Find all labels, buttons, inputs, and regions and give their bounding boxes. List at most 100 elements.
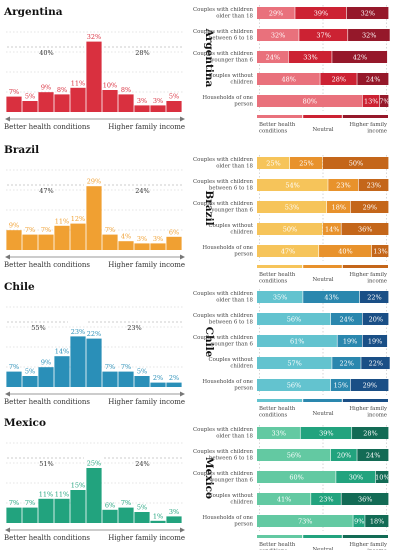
stacked-segment xyxy=(330,313,362,325)
segment-value-label: 32% xyxy=(362,32,376,40)
stacked-segment xyxy=(257,335,337,347)
segment-value-label: 20% xyxy=(369,316,383,324)
segment-value-label: 48% xyxy=(281,76,295,84)
segment-value-label: 19% xyxy=(368,338,382,346)
bar-value-label: 3% xyxy=(137,235,147,243)
stacked-segment xyxy=(257,471,336,483)
bar-value-label: 1% xyxy=(153,512,163,520)
bar xyxy=(150,243,166,250)
stacked-segment xyxy=(361,357,390,369)
segment-value-label: 28% xyxy=(332,76,346,84)
segment-value-label: 35% xyxy=(273,294,287,302)
bar-value-label: 7% xyxy=(121,499,131,507)
bar-value-label: 15% xyxy=(71,482,85,490)
segment-value-label: 56% xyxy=(287,382,301,390)
axis-label-right: Higher family income xyxy=(108,534,185,542)
bar-value-label: 8% xyxy=(57,86,67,94)
stacked-segment xyxy=(348,29,390,41)
legend-bar xyxy=(257,399,303,402)
bracket-left-label: 55% xyxy=(31,324,45,332)
bar xyxy=(22,234,38,250)
stacked-segment xyxy=(362,335,388,347)
bar xyxy=(134,243,150,250)
segment-value-label: 24% xyxy=(266,54,280,62)
stacked-segment xyxy=(357,449,389,461)
segment-value-label: 29% xyxy=(363,382,377,390)
category-label: Couples with children older than 18 xyxy=(193,291,254,304)
stacked-segment xyxy=(357,73,389,85)
category-label: Couples with children between 6 to 18 xyxy=(193,313,254,326)
stacked-segment xyxy=(365,515,389,527)
segment-value-label: 9% xyxy=(354,518,364,526)
segment-value-label: 22% xyxy=(369,360,383,368)
bar xyxy=(166,382,182,387)
bar xyxy=(150,105,166,112)
bar xyxy=(6,96,22,112)
stacked-segment xyxy=(371,245,389,257)
segment-value-label: 36% xyxy=(358,496,372,504)
stacked-segment xyxy=(330,449,357,461)
bar xyxy=(38,367,54,387)
axis-label-right: Higher family income xyxy=(108,261,185,269)
segment-value-label: 20% xyxy=(337,452,351,460)
bar xyxy=(102,234,118,250)
stacked-chart-brazil: Brazil Couples with children older than 18… xyxy=(193,155,389,285)
stacked-segment xyxy=(337,335,362,347)
bar-value-label: 7% xyxy=(121,363,131,371)
stacked-chart-chile: Chile Couples with children older than 18 3… xyxy=(193,289,390,419)
stacked-segment xyxy=(300,427,352,439)
bar xyxy=(166,236,182,250)
bar xyxy=(134,512,150,523)
bar-value-label: 29% xyxy=(87,178,101,186)
stacked-segment xyxy=(341,493,389,505)
stacked-segment xyxy=(257,7,295,19)
bar xyxy=(166,101,182,112)
category-label: Couples with children older than 18 xyxy=(193,157,254,170)
segment-value-label: 24% xyxy=(366,452,380,460)
bar xyxy=(22,101,38,112)
segment-value-label: 32% xyxy=(271,32,285,40)
bar xyxy=(54,498,70,523)
stacked-segment xyxy=(257,493,311,505)
segment-value-label: 14% xyxy=(325,226,339,234)
bar-value-label: 7% xyxy=(25,499,35,507)
arrow-right-icon xyxy=(180,254,185,260)
segment-value-label: 33% xyxy=(303,54,317,62)
bar xyxy=(22,507,38,523)
stacked-segment xyxy=(362,95,380,107)
legend-bar xyxy=(303,535,342,538)
segment-value-label: 50% xyxy=(283,226,297,234)
stacked-segment xyxy=(323,157,389,169)
chart-title-vertical: Mexico xyxy=(203,457,215,499)
category-label: Households of one person xyxy=(202,245,253,258)
stacked-segment xyxy=(257,157,290,169)
stacked-segment xyxy=(350,379,389,391)
stacked-segment xyxy=(257,245,319,257)
bracket-right-label: 24% xyxy=(135,460,149,468)
category-label: Couples with children younger than 6 xyxy=(193,201,254,214)
stacked-segment xyxy=(358,179,389,191)
chart-title: Mexico xyxy=(4,417,46,429)
bar xyxy=(38,234,54,250)
bar-chart-argentina: Argentina 40% 28% 7% 5% 9% 8% 11% 32% 10% 8% 3% 3% 5%… xyxy=(3,6,185,131)
bar-value-label: 5% xyxy=(137,368,147,376)
bar-value-label: 9% xyxy=(41,84,51,92)
segment-value-label: 24% xyxy=(366,76,380,84)
bar-value-label: 11% xyxy=(71,79,85,87)
bar-value-label: 6% xyxy=(105,501,115,509)
segment-value-label: 13% xyxy=(373,248,387,256)
category-label: Couples without children xyxy=(208,73,253,86)
bar xyxy=(150,520,166,523)
stacked-segment xyxy=(341,223,389,235)
bar xyxy=(150,382,166,387)
bar-value-label: 32% xyxy=(87,33,101,41)
segment-value-label: 39% xyxy=(319,430,333,438)
bar xyxy=(6,507,22,523)
bar xyxy=(6,230,22,250)
bar-value-label: 22% xyxy=(87,330,101,338)
bar xyxy=(118,94,134,112)
